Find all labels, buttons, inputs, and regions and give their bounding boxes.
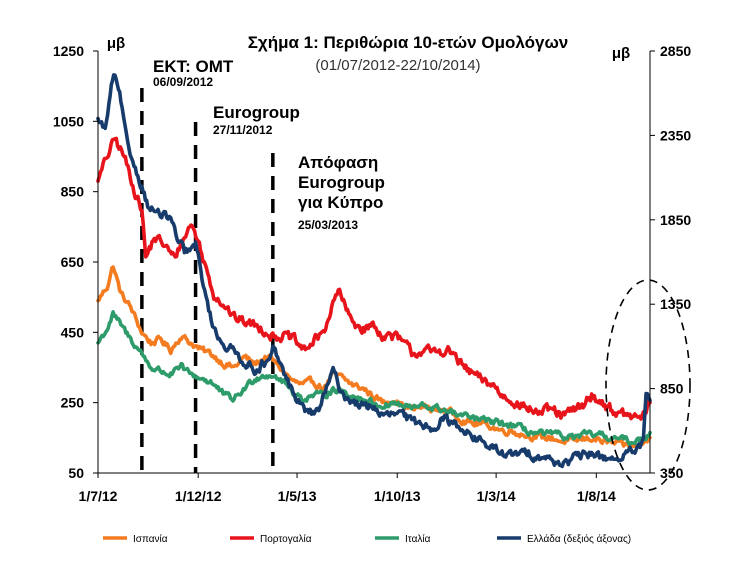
chart-title: Σχήμα 1: Περιθώρια 10-ετών Ομολόγων (248, 33, 569, 52)
y-left-tick-label: 50 (68, 465, 84, 481)
y-right-tick-label: 1350 (660, 296, 691, 312)
y-left-tick-label: 1250 (53, 43, 84, 59)
legend-label: Ιταλία (405, 533, 431, 545)
y-axis-left-ticks: 50 250 450 650 850 1050 1250 (53, 43, 84, 481)
annotation-label: για Κύπρο (298, 193, 383, 212)
x-tick-label: 1/10/13 (374, 488, 421, 504)
x-tick-label: 1/7/12 (79, 488, 118, 504)
x-tick-label: 1/3/14 (477, 488, 516, 504)
event-annotations: ΕΚΤ: ΟΜΤ06/09/2012Eurogroup27/11/2012Από… (153, 57, 385, 232)
y-left-tick-label: 250 (61, 395, 85, 411)
legend-italy: Ιταλία (375, 533, 431, 545)
y-left-tick-label: 1050 (53, 113, 84, 129)
series-spain (96, 265, 652, 450)
x-tick-label: 1/5/13 (278, 488, 317, 504)
y-right-tick-label: 1850 (660, 212, 691, 228)
axes (93, 50, 655, 478)
y-axis-left-label: μβ (107, 35, 125, 52)
y-left-tick-label: 650 (61, 254, 85, 270)
annotation-label: Eurogroup (298, 173, 385, 192)
y-right-tick-label: 850 (660, 381, 684, 397)
x-axis-ticks: 1/7/12 1/12/12 1/5/13 1/10/13 1/3/14 1/8/14 (79, 488, 616, 504)
legend-portugal: Πορτογαλία (230, 533, 312, 545)
annotation-date: 06/09/2012 (153, 75, 213, 89)
series-italy (96, 310, 652, 447)
series-group (96, 73, 652, 469)
chart-subtitle: (01/07/2012-22/10/2014) (315, 57, 480, 74)
series-portugal (96, 136, 652, 421)
y-left-tick-label: 850 (61, 184, 85, 200)
highlight-ellipse (605, 279, 691, 491)
annotation-label: Eurogroup (213, 103, 300, 122)
legend-label: Ισπανία (133, 533, 168, 545)
annotation-label: ΕΚΤ: ΟΜΤ (153, 57, 234, 76)
annotation-date: 25/03/2013 (298, 218, 358, 232)
x-tick-label: 1/12/12 (175, 488, 222, 504)
annotation-date: 27/11/2012 (213, 123, 273, 137)
x-tick-label: 1/8/14 (577, 488, 616, 504)
event-lines (140, 88, 275, 473)
legend-label: Πορτογαλία (260, 533, 312, 545)
legend: Ισπανία Πορτογαλία Ιταλία Ελλάδα (δεξιός άξ… (103, 533, 631, 545)
y-left-tick-label: 450 (61, 324, 85, 340)
y-right-tick-label: 2350 (660, 127, 691, 143)
y-right-tick-label: 2850 (660, 43, 691, 59)
series-greece (96, 73, 652, 469)
legend-label: Ελλάδα (δεξιός άξονας) (527, 533, 631, 545)
annotation-label: Απόφαση (298, 153, 378, 172)
legend-spain: Ισπανία (103, 533, 168, 545)
y-axis-right-label: μβ (612, 45, 630, 62)
legend-greece: Ελλάδα (δεξιός άξονας) (497, 533, 631, 545)
